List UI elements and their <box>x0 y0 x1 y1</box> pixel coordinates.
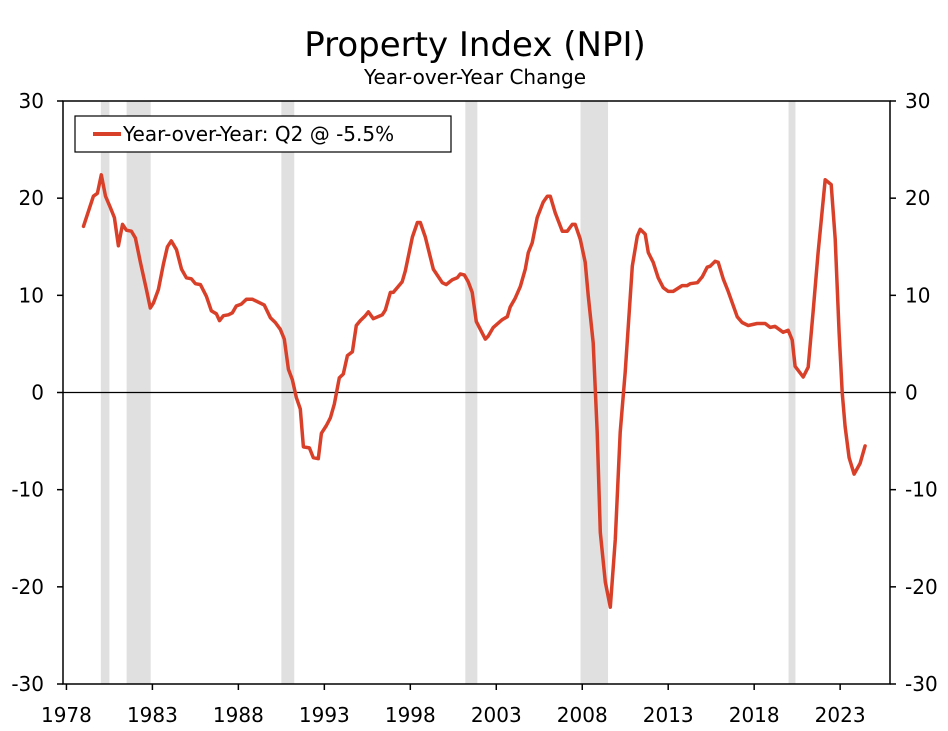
x-tick-label: 2018 <box>729 703 780 727</box>
x-tick-label: 2003 <box>471 703 522 727</box>
x-tick-label: 1993 <box>299 703 350 727</box>
x-axis: 1978 1983 1988 1993 1998 2003 2008 2013 2018 2023 <box>41 684 866 727</box>
series-layer <box>81 173 867 609</box>
y-tick-label: 20 <box>905 186 930 210</box>
y-axis-left: 30 20 10 0 -10 -20 -30 <box>11 89 63 696</box>
y-tick-label: 10 <box>19 283 44 307</box>
y-tick-label: -20 <box>905 575 938 599</box>
y-axis-right: 30 20 10 0 -10 -20 -30 <box>890 89 938 696</box>
series-line <box>81 173 867 609</box>
y-tick-label: -10 <box>905 478 938 502</box>
y-tick-label: 10 <box>905 283 930 307</box>
chart-subtitle: Year-over-Year Change <box>363 65 586 89</box>
x-tick-label: 2013 <box>643 703 694 727</box>
y-tick-label: -30 <box>905 672 938 696</box>
y-tick-label: 0 <box>905 381 918 405</box>
legend-label: Year-over-Year: Q2 @ -5.5% <box>122 122 394 146</box>
legend-box <box>74 115 452 153</box>
x-tick-label: 1988 <box>213 703 264 727</box>
x-tick-label: 2023 <box>815 703 866 727</box>
x-tick-label: 1998 <box>385 703 436 727</box>
legend: Year-over-Year: Q2 @ -5.5% <box>74 115 452 153</box>
x-tick-label: 1978 <box>41 703 92 727</box>
y-tick-label: 30 <box>19 89 44 113</box>
y-tick-label: -30 <box>11 672 44 696</box>
x-tick-label: 1983 <box>127 703 178 727</box>
chart-title: Property Index (NPI) <box>304 25 646 65</box>
y-tick-label: -10 <box>11 478 44 502</box>
y-tick-label: 0 <box>31 381 44 405</box>
y-tick-label: 30 <box>905 89 930 113</box>
y-tick-label: 20 <box>19 186 44 210</box>
x-tick-label: 2008 <box>557 703 608 727</box>
y-tick-label: -20 <box>11 575 44 599</box>
